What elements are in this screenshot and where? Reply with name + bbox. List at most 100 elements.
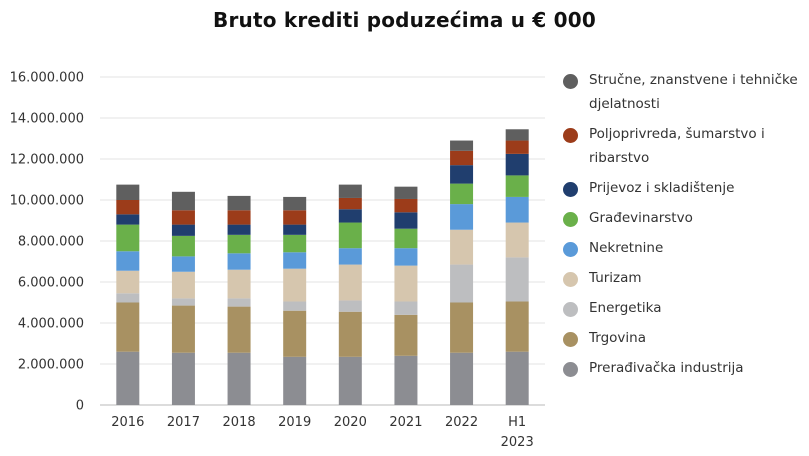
bar-segment [505, 196, 529, 223]
bar-segment [450, 204, 474, 230]
bar-segment [394, 265, 418, 302]
bar-segment [116, 293, 140, 303]
legend-item: Nekretnine [563, 240, 803, 260]
y-tick-label: 2.000.000 [18, 358, 84, 373]
bar-segment [171, 210, 195, 225]
legend-item: Građevinarstvo [563, 210, 803, 230]
bar-segment [227, 253, 251, 270]
bar-segment [450, 183, 474, 205]
bar-segment [505, 140, 529, 154]
bar-segment [283, 224, 307, 235]
bar-segment [450, 140, 474, 151]
x-tick-label: 2017 [167, 415, 200, 430]
bar-segment [394, 228, 418, 249]
x-tick-label: 2019 [278, 415, 311, 430]
bar-segment [116, 224, 140, 252]
y-tick-label: 6.000.000 [18, 276, 84, 291]
bar-segment [450, 302, 474, 353]
bar-segment [283, 196, 307, 211]
bar-segment [450, 264, 474, 303]
legend-swatch [563, 362, 578, 377]
bar-segment [116, 184, 140, 200]
bar-segment [338, 356, 362, 405]
legend-label: Trgovina [589, 330, 646, 346]
legend-label: Poljoprivreda, šumarstvo i ribarstvo [589, 126, 765, 166]
y-tick-label: 10.000.000 [10, 194, 84, 209]
legend-swatch [563, 212, 578, 227]
legend-item: Trgovina [563, 330, 803, 350]
bar-segment [283, 268, 307, 302]
legend-swatch [563, 242, 578, 257]
legend-label: Energetika [589, 300, 662, 316]
bar-segment [338, 184, 362, 198]
bar-segment [227, 269, 251, 299]
bar-segment [505, 351, 529, 405]
legend-label: Turizam [589, 270, 642, 286]
bar-segment [450, 165, 474, 184]
bar-segment [171, 271, 195, 299]
bar-segment [505, 153, 529, 176]
bar-segment [394, 355, 418, 405]
legend-swatch [563, 182, 578, 197]
x-tick-label: 2018 [223, 415, 256, 430]
bar-segment [338, 311, 362, 357]
x-tick-label: 2022 [445, 415, 478, 430]
chart-title: Bruto krediti poduzećima u € 000 [213, 8, 596, 32]
bar-segment [283, 301, 307, 311]
legend-swatch [563, 302, 578, 317]
bar-segment [171, 352, 195, 405]
bar-segment [283, 356, 307, 405]
bar-segment [227, 210, 251, 225]
bar-segment [394, 212, 418, 229]
bar-segment [227, 195, 251, 211]
bar-segment [394, 301, 418, 315]
bar-segment [171, 224, 195, 236]
bar-segment [171, 235, 195, 257]
bar-segment [227, 234, 251, 254]
bar-segment [227, 224, 251, 235]
bar-segment [505, 301, 529, 352]
legend-label: Nekretnine [589, 240, 664, 256]
bar-segment [283, 234, 307, 253]
bar-segment [116, 351, 140, 405]
bar-segment [116, 214, 140, 225]
legend-item: Poljoprivreda, šumarstvo i ribarstvo [563, 126, 803, 170]
legend-item: Energetika [563, 300, 803, 320]
y-tick-label: 4.000.000 [18, 317, 84, 332]
legend-item: Prijevoz i skladištenje [563, 180, 803, 200]
bar-segment [505, 129, 529, 141]
bar-segment [505, 257, 529, 302]
y-tick-label: 16.000.000 [10, 71, 84, 86]
bar-segment [227, 298, 251, 307]
bar-segment [338, 264, 362, 301]
bar-segment [450, 352, 474, 405]
x-tick-label: 2020 [334, 415, 367, 430]
legend-item: Turizam [563, 270, 803, 290]
legend-swatch [563, 272, 578, 287]
bar-segment [283, 210, 307, 225]
bar-segment [338, 197, 362, 210]
bar-segment [171, 298, 195, 306]
x-tick-label: 2021 [389, 415, 422, 430]
y-tick-label: 12.000.000 [10, 153, 84, 168]
bar-segment [283, 310, 307, 357]
x-tick-label: 2023 [501, 435, 534, 450]
bar-segment [116, 251, 140, 271]
y-tick-label: 14.000.000 [10, 112, 84, 127]
legend-swatch [563, 74, 578, 89]
bar-segment [338, 300, 362, 312]
bar-segment [394, 248, 418, 266]
legend-item: Stručne, znanstvene i tehničke djelatnos… [563, 72, 803, 116]
bar-segment [338, 248, 362, 265]
bar-segment [171, 256, 195, 272]
bar-segment [116, 302, 140, 352]
bar-segment [450, 229, 474, 265]
bar-segment [505, 222, 529, 258]
chart-legend: Stručne, znanstvene i tehničke djelatnos… [563, 72, 803, 390]
bar-segment [394, 198, 418, 213]
bar-segment [338, 222, 362, 249]
legend-swatch [563, 332, 578, 347]
y-tick-label: 0 [76, 399, 84, 414]
bar-segment [394, 186, 418, 199]
